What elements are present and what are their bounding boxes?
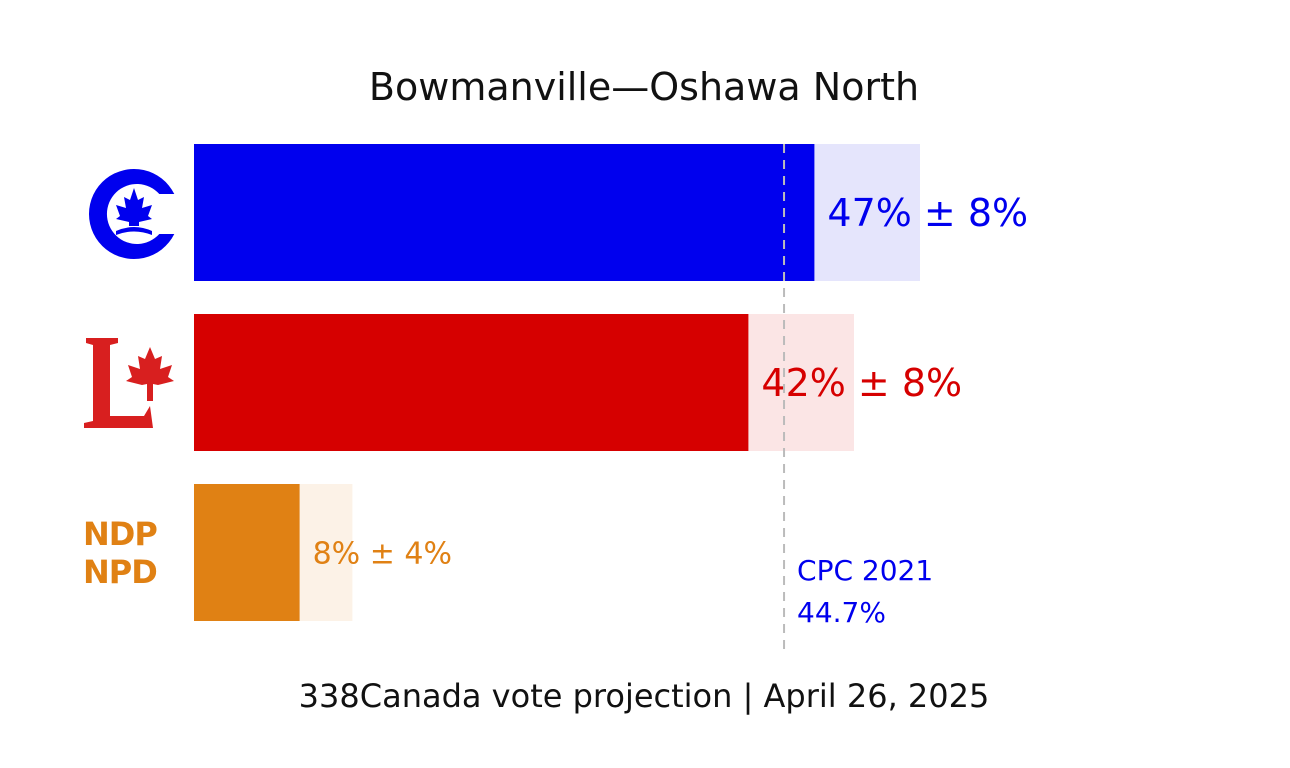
ndp-logo-icon: NDP NPD <box>83 515 158 591</box>
bars-layer: 47% ± 8% 42% ± 8% 8% ± 4% <box>194 144 1028 621</box>
ndp-logo-text-en: NDP <box>83 515 157 553</box>
reference-label-year: CPC 2021 <box>797 554 933 587</box>
ndp-logo-text-fr: NPD <box>83 553 157 591</box>
bar-label-lpc: 42% ± 8% <box>761 361 962 405</box>
conservative-logo-icon <box>88 169 175 259</box>
logos-layer: NDP NPD <box>83 169 175 591</box>
chart-footer: 338Canada vote projection | April 26, 20… <box>299 677 990 715</box>
reference-label-value: 44.7% <box>797 596 886 629</box>
liberal-logo-icon <box>84 338 174 428</box>
chart-title: Bowmanville—Oshawa North <box>369 65 919 109</box>
bar-label-ndp: 8% ± 4% <box>313 536 452 571</box>
bar-lpc <box>194 314 749 451</box>
bar-cpc <box>194 144 815 281</box>
bar-ndp <box>194 484 300 621</box>
bar-label-cpc: 47% ± 8% <box>827 191 1028 235</box>
